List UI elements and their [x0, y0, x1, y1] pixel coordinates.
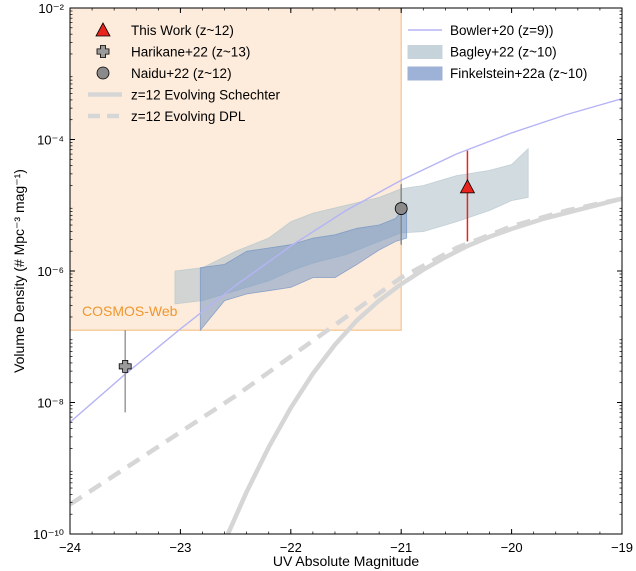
- y-tick-label: 10⁻⁶: [37, 264, 64, 279]
- legend-patch: [407, 45, 443, 59]
- data-points-layer: [118, 150, 476, 413]
- legend-item-this-work-z-12: This Work (z~12): [95, 22, 234, 38]
- y-tick-label: 10⁻⁴: [37, 133, 64, 148]
- legend-item-z-12-evolving-dpl: z=12 Evolving DPL: [88, 109, 246, 124]
- point-this-work-z-12: [459, 150, 476, 242]
- legend-label: This Work (z~12): [131, 23, 234, 38]
- legend-item-bagley-22-z-10: Bagley+22 (z~10): [407, 45, 557, 60]
- y-tick-label: 10⁻⁸: [37, 396, 64, 411]
- legend-label: Bagley+22 (z~10): [450, 45, 557, 60]
- x-axis-title: UV Absolute Magnitude: [273, 553, 420, 569]
- cosmos-web-label: COSMOS-Web: [82, 303, 178, 319]
- legend-item-z-12-evolving-schechter: z=12 Evolving Schechter: [88, 88, 280, 103]
- y-axis-title: Volume Density (# Mpc⁻³ mag⁻¹): [11, 169, 27, 373]
- x-tick-label: −21: [390, 540, 412, 555]
- legend-item-naidu-22-z-12: Naidu+22 (z~12): [96, 66, 232, 81]
- legend-label: Naidu+22 (z~12): [131, 66, 232, 81]
- legend-label: z=12 Evolving DPL: [131, 109, 246, 124]
- model-curves-layer: [70, 98, 622, 534]
- legend-triangle-marker: [95, 22, 111, 37]
- legend-label: Bowler+20 (z=9)): [450, 23, 554, 38]
- point-naidu-22-z-12: [394, 184, 408, 245]
- x-tick-label: −22: [280, 540, 302, 555]
- plus-marker: [118, 359, 132, 373]
- y-tick-label: 10⁻¹⁰: [33, 527, 64, 542]
- legend-item-harikane-22-z-13: Harikane+22 (z~13): [96, 45, 250, 60]
- x-tick-label: −19: [611, 540, 633, 555]
- axes-layer: −24 −23 −22 −21 −20 −19 10⁻¹⁰ 10⁻⁸ 10⁻⁶ 10⁻⁴ 10⁻²: [33, 1, 633, 555]
- triangle-marker: [459, 178, 476, 194]
- circle-marker: [394, 202, 408, 215]
- x-tick-label: −23: [169, 540, 191, 555]
- legend-plus-marker: [96, 45, 110, 58]
- curve-bowler-20-z-9: [70, 98, 622, 423]
- legend: This Work (z~12) Harikane+22 (z~13) Naidu+…: [88, 22, 587, 124]
- curve-z-12-evolving-dpl: [70, 196, 622, 507]
- legend-item-bowler-20-z-9: Bowler+20 (z=9)): [408, 23, 554, 38]
- x-tick-label: −24: [59, 540, 81, 555]
- legend-label: Finkelstein+22a (z~10): [450, 66, 587, 81]
- point-harikane-22-z-13: [118, 330, 132, 413]
- legend-label: z=12 Evolving Schechter: [131, 88, 280, 103]
- x-tick-label: −20: [501, 540, 523, 555]
- legend-circle-marker: [96, 66, 110, 80]
- y-tick-label: 10⁻²: [38, 1, 64, 16]
- legend-item-finkelstein-22a-z-10: Finkelstein+22a (z~10): [407, 66, 587, 81]
- legend-patch: [407, 66, 443, 81]
- band-finkelstein-22a-z-10: [199, 202, 408, 332]
- legend-label: Harikane+22 (z~13): [131, 45, 250, 60]
